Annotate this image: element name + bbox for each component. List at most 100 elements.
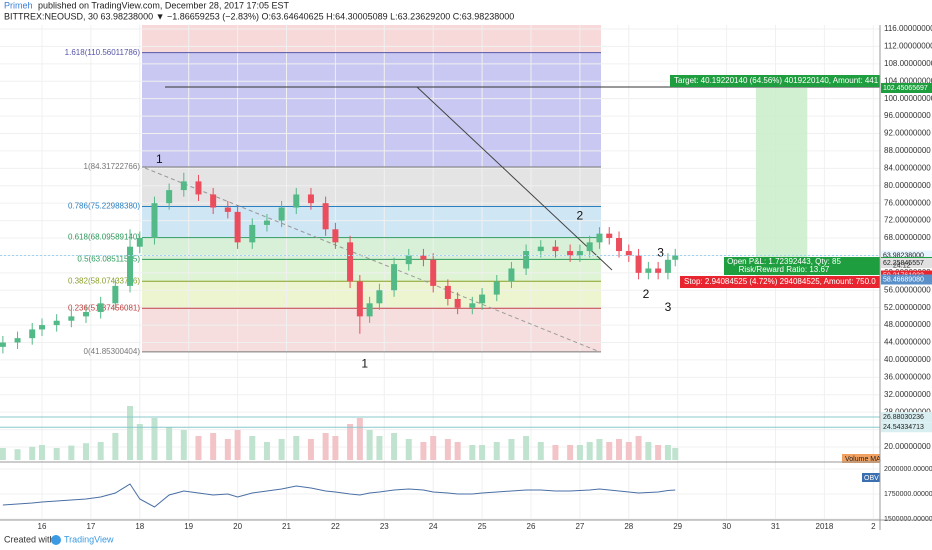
- candle-body: [537, 246, 544, 252]
- volume-bar: [195, 436, 202, 460]
- volume-bar: [97, 442, 104, 460]
- y-tick-label: 96.00000000: [884, 111, 931, 120]
- volume-bar: [83, 443, 90, 460]
- candle-body: [14, 338, 21, 343]
- candle-body: [508, 268, 515, 282]
- candle-body: [180, 181, 187, 191]
- annotation: 2: [643, 287, 650, 301]
- volume-bar: [469, 445, 476, 460]
- price-label-box: [881, 422, 932, 433]
- y-tick-label: 44.00000000: [884, 338, 931, 347]
- volume-bar: [508, 439, 515, 460]
- x-tick-label: 24: [429, 522, 438, 531]
- price-label: 24.54334713: [883, 424, 924, 431]
- volume-bar: [127, 406, 134, 460]
- y-tick-label: 28.00000000: [884, 407, 931, 416]
- trend-line-dashed: [144, 167, 601, 353]
- fib-band: [142, 237, 601, 260]
- volume-bar: [635, 436, 642, 460]
- x-tick-label: 31: [771, 522, 780, 531]
- candle-body: [112, 285, 119, 304]
- annotation: 1: [361, 356, 368, 370]
- candle-body: [469, 303, 476, 308]
- candle-body: [307, 194, 314, 204]
- volume-bar: [166, 427, 173, 460]
- volume-bar: [151, 418, 158, 460]
- fib-label: 1.618(110.56011786): [65, 48, 141, 57]
- volume-tag: [842, 454, 880, 463]
- volume-bar: [567, 445, 574, 460]
- price-label-box: [881, 250, 932, 261]
- author[interactable]: Primeh: [4, 0, 33, 10]
- obv-line: [2, 483, 676, 508]
- candle-body: [136, 238, 143, 247]
- x-tick-label: 28: [624, 522, 633, 531]
- candle-body: [347, 242, 354, 282]
- candle-body: [606, 233, 613, 238]
- annotation: 3: [665, 300, 672, 314]
- volume-bar: [278, 439, 285, 460]
- volume-bar: [420, 442, 427, 460]
- candle-body: [655, 268, 662, 273]
- y-tick-label: 76.00000000: [884, 198, 931, 207]
- volume-bar: [39, 445, 45, 460]
- volume-bar: [376, 436, 383, 460]
- volume-bar: [210, 433, 217, 460]
- x-tick-label: 22: [331, 522, 340, 531]
- volume-bar: [479, 445, 486, 460]
- volume-bar: [391, 433, 398, 460]
- trend-line: [416, 86, 613, 271]
- footer-brand[interactable]: TradingView: [64, 534, 114, 544]
- y-tick-label: 48.00000000: [884, 320, 931, 329]
- price-label: 63.98238000: [883, 252, 924, 259]
- candle-body: [635, 255, 642, 273]
- volume-bar: [293, 436, 300, 460]
- volume-bar: [263, 442, 270, 460]
- obv-tick-label: 2000000.0000000: [884, 466, 932, 473]
- obv-label: OBV: [864, 475, 879, 482]
- x-tick-label: 18: [135, 522, 144, 531]
- candle-body: [645, 268, 652, 273]
- candle-body: [293, 194, 300, 208]
- candle-body: [493, 281, 500, 295]
- y-tick-label: 112.00000000: [884, 42, 932, 51]
- volume-bar: [180, 430, 187, 460]
- volume-bar: [645, 442, 652, 460]
- price-label-box: [881, 412, 932, 423]
- candle-body: [0, 342, 6, 347]
- volume-bar: [347, 424, 354, 460]
- fib-label: 0.786(75.22988380): [68, 202, 140, 211]
- obv-tag: [862, 473, 880, 482]
- fib-band: [142, 206, 601, 238]
- candle-body: [83, 312, 90, 317]
- x-tick-label: 30: [722, 522, 731, 531]
- fib-label: 0(41.85300404): [84, 347, 141, 356]
- volume-bar: [552, 445, 559, 460]
- volume-bar: [596, 439, 603, 460]
- y-tick-label: 68.00000000: [884, 233, 931, 242]
- fib-label: 0.5(63.08511585): [77, 255, 140, 264]
- obv-tick-label: 1750000.0000000: [884, 491, 932, 498]
- candle-body: [166, 190, 173, 204]
- candle-body: [625, 251, 632, 256]
- y-tick-label: 88.00000000: [884, 146, 931, 155]
- volume-bar: [53, 448, 60, 460]
- y-tick-label: 80.00000000: [884, 181, 931, 190]
- candle-body: [567, 251, 574, 256]
- candle-body: [195, 181, 202, 195]
- footer-created: Created with: [4, 534, 55, 544]
- volume-bar: [454, 442, 461, 460]
- candle-body: [454, 298, 461, 308]
- price-label: 58.46689080: [883, 276, 924, 283]
- volume-bar: [655, 445, 662, 460]
- volume-label: Volume MA: [845, 456, 881, 463]
- y-tick-label: 20.00000000: [884, 442, 931, 451]
- y-tick-label: 36.00000000: [884, 372, 931, 381]
- y-tick-label: 72.00000000: [884, 216, 931, 225]
- volume-bar: [307, 439, 314, 460]
- volume-bar: [616, 439, 623, 460]
- candle-body: [29, 329, 36, 339]
- fib-band: [142, 25, 601, 53]
- candle-body: [151, 203, 158, 238]
- publish-info: published on TradingView.com, December 2…: [38, 0, 289, 10]
